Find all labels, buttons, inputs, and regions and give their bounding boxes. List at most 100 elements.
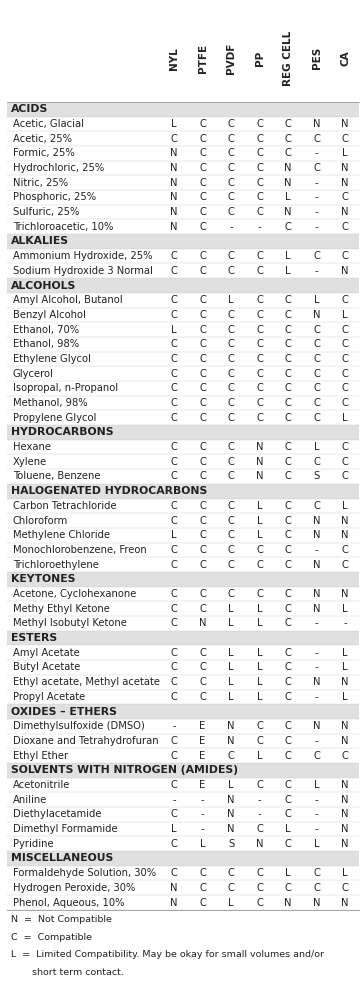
Text: N: N bbox=[313, 603, 320, 614]
Text: L: L bbox=[257, 530, 262, 540]
Text: -: - bbox=[315, 692, 318, 702]
Text: N: N bbox=[341, 795, 349, 805]
Text: C  =  Compatible: C = Compatible bbox=[11, 933, 92, 942]
Text: C: C bbox=[171, 603, 178, 614]
Text: L: L bbox=[285, 251, 291, 261]
Bar bbox=[7, 263, 359, 278]
Text: C: C bbox=[228, 134, 234, 143]
Text: C: C bbox=[171, 500, 178, 511]
Text: ACIDS: ACIDS bbox=[11, 104, 48, 114]
Text: N: N bbox=[313, 898, 320, 908]
Text: -: - bbox=[201, 795, 204, 805]
Text: C: C bbox=[199, 472, 206, 482]
Text: N: N bbox=[170, 192, 178, 203]
Text: L: L bbox=[342, 648, 348, 658]
Text: E: E bbox=[199, 751, 205, 761]
Text: C: C bbox=[256, 721, 263, 731]
Text: N: N bbox=[341, 515, 349, 525]
Text: C: C bbox=[256, 883, 263, 893]
Text: C: C bbox=[342, 192, 348, 203]
Text: C: C bbox=[199, 134, 206, 143]
Text: C: C bbox=[171, 780, 178, 790]
Text: N: N bbox=[341, 163, 349, 173]
Text: C: C bbox=[285, 648, 291, 658]
Text: Hexane: Hexane bbox=[13, 442, 51, 452]
Text: N: N bbox=[313, 677, 320, 687]
Text: N: N bbox=[170, 898, 178, 908]
Text: N: N bbox=[341, 736, 349, 746]
Text: Nitric, 25%: Nitric, 25% bbox=[13, 178, 68, 188]
Text: S: S bbox=[314, 472, 320, 482]
Text: C: C bbox=[228, 751, 234, 761]
Text: Dimethyl Formamide: Dimethyl Formamide bbox=[13, 824, 117, 834]
Text: L: L bbox=[342, 868, 348, 878]
Text: C: C bbox=[171, 545, 178, 555]
Text: Trichloroacetic, 10%: Trichloroacetic, 10% bbox=[13, 222, 113, 231]
Text: Hydrogen Peroxide, 30%: Hydrogen Peroxide, 30% bbox=[13, 883, 135, 893]
Text: C: C bbox=[285, 148, 291, 158]
Text: N: N bbox=[313, 560, 320, 570]
Text: C: C bbox=[228, 530, 234, 540]
Bar bbox=[7, 352, 359, 366]
Bar bbox=[7, 278, 359, 293]
Text: -: - bbox=[315, 266, 318, 276]
Bar bbox=[7, 586, 359, 601]
Text: C: C bbox=[313, 751, 320, 761]
Text: C: C bbox=[342, 324, 348, 334]
Text: C: C bbox=[342, 369, 348, 379]
Text: N: N bbox=[341, 677, 349, 687]
Text: L: L bbox=[228, 618, 234, 628]
Text: L: L bbox=[257, 663, 262, 673]
Text: L: L bbox=[228, 677, 234, 687]
Bar bbox=[7, 146, 359, 160]
Text: C: C bbox=[313, 500, 320, 511]
Text: E: E bbox=[199, 721, 205, 731]
Text: C: C bbox=[228, 398, 234, 408]
Text: Acetic, 25%: Acetic, 25% bbox=[13, 134, 72, 143]
Text: -: - bbox=[201, 824, 204, 834]
Text: C: C bbox=[171, 472, 178, 482]
Bar bbox=[7, 689, 359, 704]
Text: C: C bbox=[256, 163, 263, 173]
Text: REG CELL: REG CELL bbox=[283, 31, 293, 86]
Text: C: C bbox=[171, 310, 178, 319]
Text: C: C bbox=[228, 457, 234, 467]
Text: Methylene Chloride: Methylene Chloride bbox=[13, 530, 110, 540]
Bar bbox=[7, 572, 359, 586]
Text: N: N bbox=[341, 839, 349, 849]
Text: Ethanol, 98%: Ethanol, 98% bbox=[13, 339, 79, 349]
Text: L: L bbox=[342, 310, 348, 319]
Text: L: L bbox=[342, 412, 348, 422]
Text: C: C bbox=[313, 163, 320, 173]
Text: E: E bbox=[199, 736, 205, 746]
Text: N: N bbox=[313, 310, 320, 319]
Text: C: C bbox=[199, 354, 206, 364]
Text: Propyl Acetate: Propyl Acetate bbox=[13, 692, 85, 702]
Text: C: C bbox=[199, 530, 206, 540]
Text: -: - bbox=[172, 721, 176, 731]
Text: C: C bbox=[285, 530, 291, 540]
Bar bbox=[7, 777, 359, 792]
Text: Glycerol: Glycerol bbox=[13, 369, 54, 379]
Text: Dioxane and Tetrahydrofuran: Dioxane and Tetrahydrofuran bbox=[13, 736, 158, 746]
Text: C: C bbox=[256, 207, 263, 217]
Text: C: C bbox=[171, 560, 178, 570]
Text: C: C bbox=[171, 868, 178, 878]
Text: Methyl Isobutyl Ketone: Methyl Isobutyl Ketone bbox=[13, 618, 127, 628]
Text: MISCELLANEOUS: MISCELLANEOUS bbox=[11, 854, 113, 863]
Text: C: C bbox=[256, 398, 263, 408]
Text: N: N bbox=[227, 824, 235, 834]
Text: OXIDES – ETHERS: OXIDES – ETHERS bbox=[11, 706, 117, 717]
Text: N: N bbox=[227, 795, 235, 805]
Text: Sulfuric, 25%: Sulfuric, 25% bbox=[13, 207, 79, 217]
Text: C: C bbox=[342, 883, 348, 893]
Text: L: L bbox=[228, 780, 234, 790]
Text: C: C bbox=[228, 412, 234, 422]
Text: C: C bbox=[199, 339, 206, 349]
Text: Methanol, 98%: Methanol, 98% bbox=[13, 398, 87, 408]
Bar bbox=[7, 308, 359, 322]
Text: C: C bbox=[313, 868, 320, 878]
Text: L: L bbox=[285, 824, 291, 834]
Text: L: L bbox=[257, 751, 262, 761]
Text: -: - bbox=[315, 824, 318, 834]
